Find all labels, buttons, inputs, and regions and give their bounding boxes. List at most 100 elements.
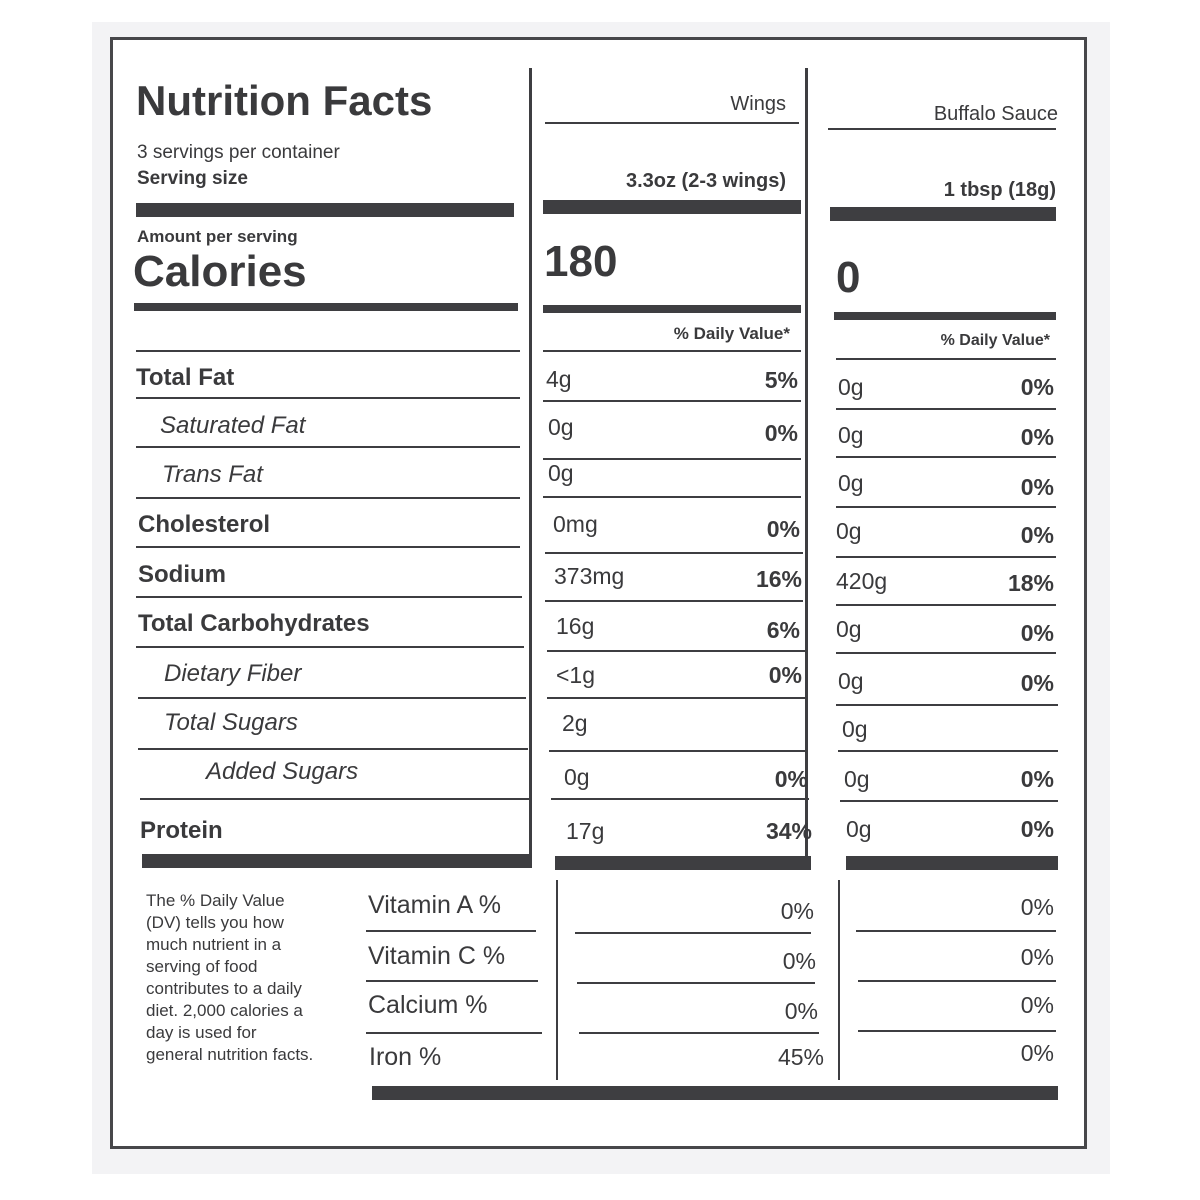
wings-dv: 16% (755, 566, 802, 592)
divider (138, 697, 526, 699)
wings-dv: 0% (774, 766, 808, 792)
sauce-serving-size: 1 tbsp (18g) (943, 179, 1056, 201)
sauce-amount: 0g (844, 766, 870, 792)
sauce-column-header: Buffalo Sauce (933, 103, 1058, 125)
sauce-amount: 0g (836, 518, 862, 544)
divider (543, 350, 801, 352)
divider (858, 980, 1056, 982)
nutrient-label: Total Carbohydrates (138, 610, 370, 637)
vitamin-label: Calcium % (368, 991, 488, 1019)
divider (136, 397, 520, 399)
divider (547, 650, 805, 652)
divider (366, 980, 538, 982)
wings-dv-header: % Daily Value* (673, 324, 790, 343)
nutrient-label: Total Sugars (164, 709, 298, 736)
divider-thick-bottom (372, 1086, 1058, 1100)
column-separator (556, 880, 558, 1080)
divider (136, 446, 520, 448)
divider (836, 652, 1056, 654)
wings-amount: 2g (562, 710, 588, 736)
nutrient-label: Total Fat (136, 364, 235, 391)
divider (138, 748, 528, 750)
divider-thick (846, 856, 1058, 870)
nutrient-label: Added Sugars (206, 758, 359, 785)
vitamin-label: Vitamin A % (368, 891, 501, 919)
column-separator (805, 68, 808, 868)
divider-thick (142, 854, 532, 868)
sauce-dv: 0% (1020, 670, 1054, 696)
wings-dv: 34% (765, 818, 812, 844)
divider (836, 358, 1056, 360)
wings-dv: 0% (766, 516, 800, 542)
divider (856, 930, 1056, 932)
sauce-dv: 0% (1020, 474, 1054, 500)
sauce-dv: 0% (1020, 522, 1054, 548)
nutrient-label: Dietary Fiber (164, 660, 302, 687)
amount-per-serving: Amount per serving (137, 227, 298, 246)
divider (549, 750, 807, 752)
sauce-vitamin-value: 0% (1020, 894, 1054, 920)
sauce-dv: 0% (1020, 424, 1054, 450)
wings-amount: 0g (564, 764, 590, 790)
wings-calories: 180 (544, 237, 618, 286)
calories-label: Calories (133, 247, 307, 296)
wings-amount: <1g (556, 662, 596, 688)
wings-vitamin-value: 0% (784, 998, 818, 1024)
nutrient-label: Sodium (138, 561, 226, 588)
wings-dv: 6% (766, 617, 800, 643)
sauce-vitamin-value: 0% (1020, 1040, 1054, 1066)
wings-dv: 0% (764, 420, 798, 446)
vitamin-label: Iron % (369, 1043, 442, 1071)
divider (136, 646, 524, 648)
divider (836, 456, 1056, 458)
sauce-amount: 0g (842, 716, 868, 742)
divider (136, 596, 522, 598)
divider-thick (543, 200, 801, 214)
divider-thick (830, 207, 1056, 221)
sauce-dv: 0% (1020, 620, 1054, 646)
nutrient-label: Cholesterol (138, 511, 271, 538)
divider-medium (134, 303, 518, 311)
divider-thick (136, 203, 514, 217)
divider (575, 932, 811, 934)
divider (836, 506, 1056, 508)
vitamin-label: Vitamin C % (368, 942, 506, 970)
wings-column-header: Wings (730, 93, 786, 115)
divider (836, 704, 1058, 706)
divider (551, 798, 809, 800)
divider (543, 496, 801, 498)
divider-thick (555, 856, 811, 870)
column-separator (529, 68, 532, 868)
wings-amount: 4g (546, 366, 572, 392)
divider (545, 122, 799, 124)
wings-serving-size: 3.3oz (2-3 wings) (625, 170, 786, 192)
divider (545, 600, 803, 602)
sauce-amount: 0g (846, 816, 872, 842)
wings-vitamin-value: 0% (780, 898, 814, 924)
sauce-vitamin-value: 0% (1020, 944, 1054, 970)
sauce-dv: 0% (1020, 374, 1054, 400)
divider (140, 798, 530, 800)
sauce-amount: 0g (838, 668, 864, 694)
divider (577, 982, 815, 984)
sauce-dv: 0% (1020, 766, 1054, 792)
sauce-amount: 420g (836, 568, 888, 594)
nutrition-label-panel (110, 37, 1087, 1149)
sauce-amount: 0g (836, 616, 862, 642)
servings-per-container: 3 servings per container (137, 142, 340, 163)
wings-vitamin-value: 45% (777, 1044, 824, 1070)
sauce-dv: 18% (1007, 570, 1054, 596)
nutrient-label: Protein (140, 817, 223, 844)
wings-amount: 373mg (554, 563, 625, 589)
wings-amount: 0g (548, 414, 574, 440)
label-title: Nutrition Facts (136, 77, 433, 124)
divider (366, 1032, 542, 1034)
wings-dv: 5% (764, 367, 798, 393)
divider (579, 1032, 819, 1034)
column-separator (838, 880, 840, 1080)
sauce-amount: 0g (838, 422, 864, 448)
divider (836, 556, 1056, 558)
sauce-dv: 0% (1020, 816, 1054, 842)
serving-size-label: Serving size (137, 168, 248, 189)
divider (836, 408, 1056, 410)
